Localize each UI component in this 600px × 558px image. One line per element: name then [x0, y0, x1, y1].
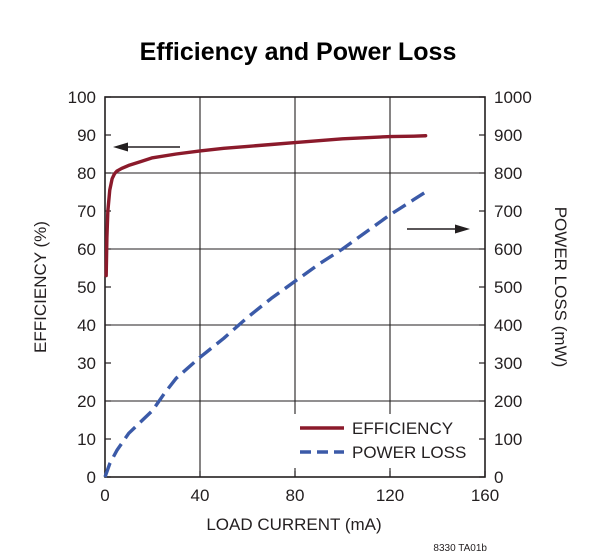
y2-tick-label: 200	[494, 392, 522, 411]
y2-tick-label: 900	[494, 126, 522, 145]
legend-label-efficiency: EFFICIENCY	[352, 419, 453, 438]
legend-background	[292, 414, 478, 468]
grid	[105, 97, 485, 477]
right-axis-arrow-icon	[407, 224, 470, 234]
x-axis-label: LOAD CURRENT (mA)	[206, 515, 381, 534]
y2-tick-label: 500	[494, 278, 522, 297]
figure-footnote: 8330 TA01b	[433, 543, 487, 554]
left-axis-arrow-icon	[113, 142, 180, 152]
x-tick-label: 40	[191, 486, 210, 505]
y2-axis-label: POWER LOSS (mW)	[551, 207, 570, 368]
y2-tick-label: 300	[494, 354, 522, 373]
y2-tick-label: 1000	[494, 88, 532, 107]
x-tick-label: 120	[376, 486, 404, 505]
y-tick-label: 100	[68, 88, 96, 107]
y2-tick-label: 700	[494, 202, 522, 221]
series-line-power-loss	[103, 190, 427, 478]
y-tick-label: 30	[77, 354, 96, 373]
y-tick-label: 20	[77, 392, 96, 411]
y2-tick-label: 100	[494, 430, 522, 449]
y-tick-label: 50	[77, 278, 96, 297]
y2-tick-label: 800	[494, 164, 522, 183]
y-tick-label: 10	[77, 430, 96, 449]
y2-axis-ticks: 0 100 200 300 400 500 600 700 800 900 1000	[479, 88, 532, 487]
series-layer	[103, 134, 428, 478]
legend-label-power-loss: POWER LOSS	[352, 443, 466, 462]
series-line-efficiency	[104, 134, 428, 278]
y-tick-label: 80	[77, 164, 96, 183]
chart-title: Efficiency and Power Loss	[140, 38, 457, 66]
y-axis-ticks: 0 10 20 30 40 50 60 70 80 90 100	[68, 88, 111, 487]
y2-tick-label: 600	[494, 240, 522, 259]
y2-tick-label: 0	[494, 468, 503, 487]
y-tick-label: 70	[77, 202, 96, 221]
y-axis-label: EFFICIENCY (%)	[31, 221, 50, 353]
y2-tick-label: 400	[494, 316, 522, 335]
y-tick-label: 40	[77, 316, 96, 335]
x-tick-label: 80	[286, 486, 305, 505]
y-tick-label: 90	[77, 126, 96, 145]
x-axis-ticks: 0 40 80 120 160	[100, 471, 499, 505]
x-tick-label: 0	[100, 486, 109, 505]
legend: EFFICIENCY POWER LOSS	[292, 414, 478, 468]
x-tick-label: 160	[471, 486, 499, 505]
y-tick-label: 0	[87, 468, 96, 487]
y-tick-label: 60	[77, 240, 96, 259]
